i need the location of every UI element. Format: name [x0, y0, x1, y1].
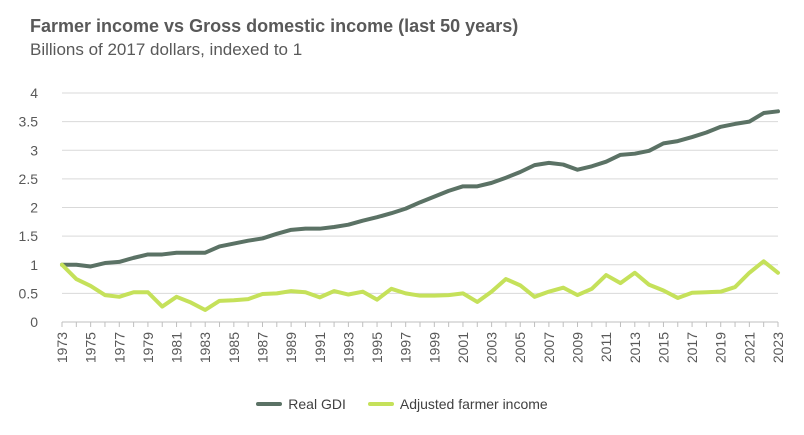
- series-lines: [60, 109, 780, 312]
- chart-title: Farmer income vs Gross domestic income (…: [30, 16, 519, 36]
- y-tick-label: 1: [30, 257, 38, 273]
- x-tick-label: 2005: [512, 332, 528, 363]
- legend-label-real-gdi: Real GDI: [288, 396, 346, 412]
- series-line-real-gdi: [60, 109, 780, 269]
- x-tick-label: 2023: [770, 332, 786, 363]
- y-tick-label: 0: [30, 314, 38, 330]
- x-tick-label: 1989: [283, 332, 299, 363]
- x-tick-label: 2011: [598, 332, 614, 362]
- x-tick-label: 1983: [197, 332, 213, 363]
- legend-swatch-farmer-income: [367, 402, 394, 406]
- x-tick-label: 2007: [541, 332, 557, 363]
- x-tick-label: 1981: [169, 332, 185, 363]
- x-tick-label: 2001: [455, 332, 471, 363]
- legend-swatch-real-gdi: [256, 402, 283, 406]
- legend-item-farmer-income: Adjusted farmer income: [367, 396, 548, 412]
- y-tick-label: 2.5: [19, 171, 39, 187]
- chart-subtitle: Billions of 2017 dollars, indexed to 1: [30, 40, 303, 59]
- x-tick-label: 2021: [741, 332, 757, 363]
- x-tick-label: 2013: [627, 332, 643, 363]
- x-tick-label: 1991: [312, 332, 328, 363]
- x-tick-label: 2017: [684, 332, 700, 363]
- y-tick-label: 3.5: [19, 114, 39, 130]
- x-tick-label: 1999: [426, 332, 442, 363]
- x-tick-label: 2019: [713, 332, 729, 363]
- legend: Real GDI Adjusted farmer income: [0, 396, 804, 412]
- x-tick-label: 1975: [83, 332, 99, 363]
- y-tick-label: 1.5: [19, 228, 39, 244]
- x-tick-label: 1993: [340, 332, 356, 363]
- legend-item-real-gdi: Real GDI: [256, 396, 346, 412]
- y-tick-label: 2: [30, 200, 38, 216]
- x-tick-label: 2003: [484, 332, 500, 363]
- x-tick-label: 1979: [140, 332, 156, 363]
- x-tick-label: 2009: [570, 332, 586, 363]
- x-tick-label: 1985: [226, 332, 242, 363]
- y-axis: 0 0.5 1 1.5 2 2.5 3 3.5 4: [19, 85, 39, 330]
- x-tick-label: 1997: [398, 332, 414, 363]
- x-axis: 1973 1975 1977 1979 1981 1983 1985 1987 1989 1991…: [54, 321, 786, 363]
- x-tick-label: 1995: [369, 332, 385, 363]
- x-tick-label: 1977: [111, 332, 127, 363]
- x-tick-label: 1973: [54, 332, 70, 363]
- y-tick-label: 3: [30, 142, 38, 158]
- gridlines: [62, 92, 778, 294]
- y-tick-label: 0.5: [19, 285, 39, 301]
- series-line-farmer-income: [60, 259, 780, 312]
- x-tick-label: 1987: [254, 332, 270, 363]
- x-tick-label: 2015: [655, 332, 671, 363]
- y-tick-label: 4: [30, 85, 38, 101]
- legend-label-farmer-income: Adjusted farmer income: [399, 396, 548, 412]
